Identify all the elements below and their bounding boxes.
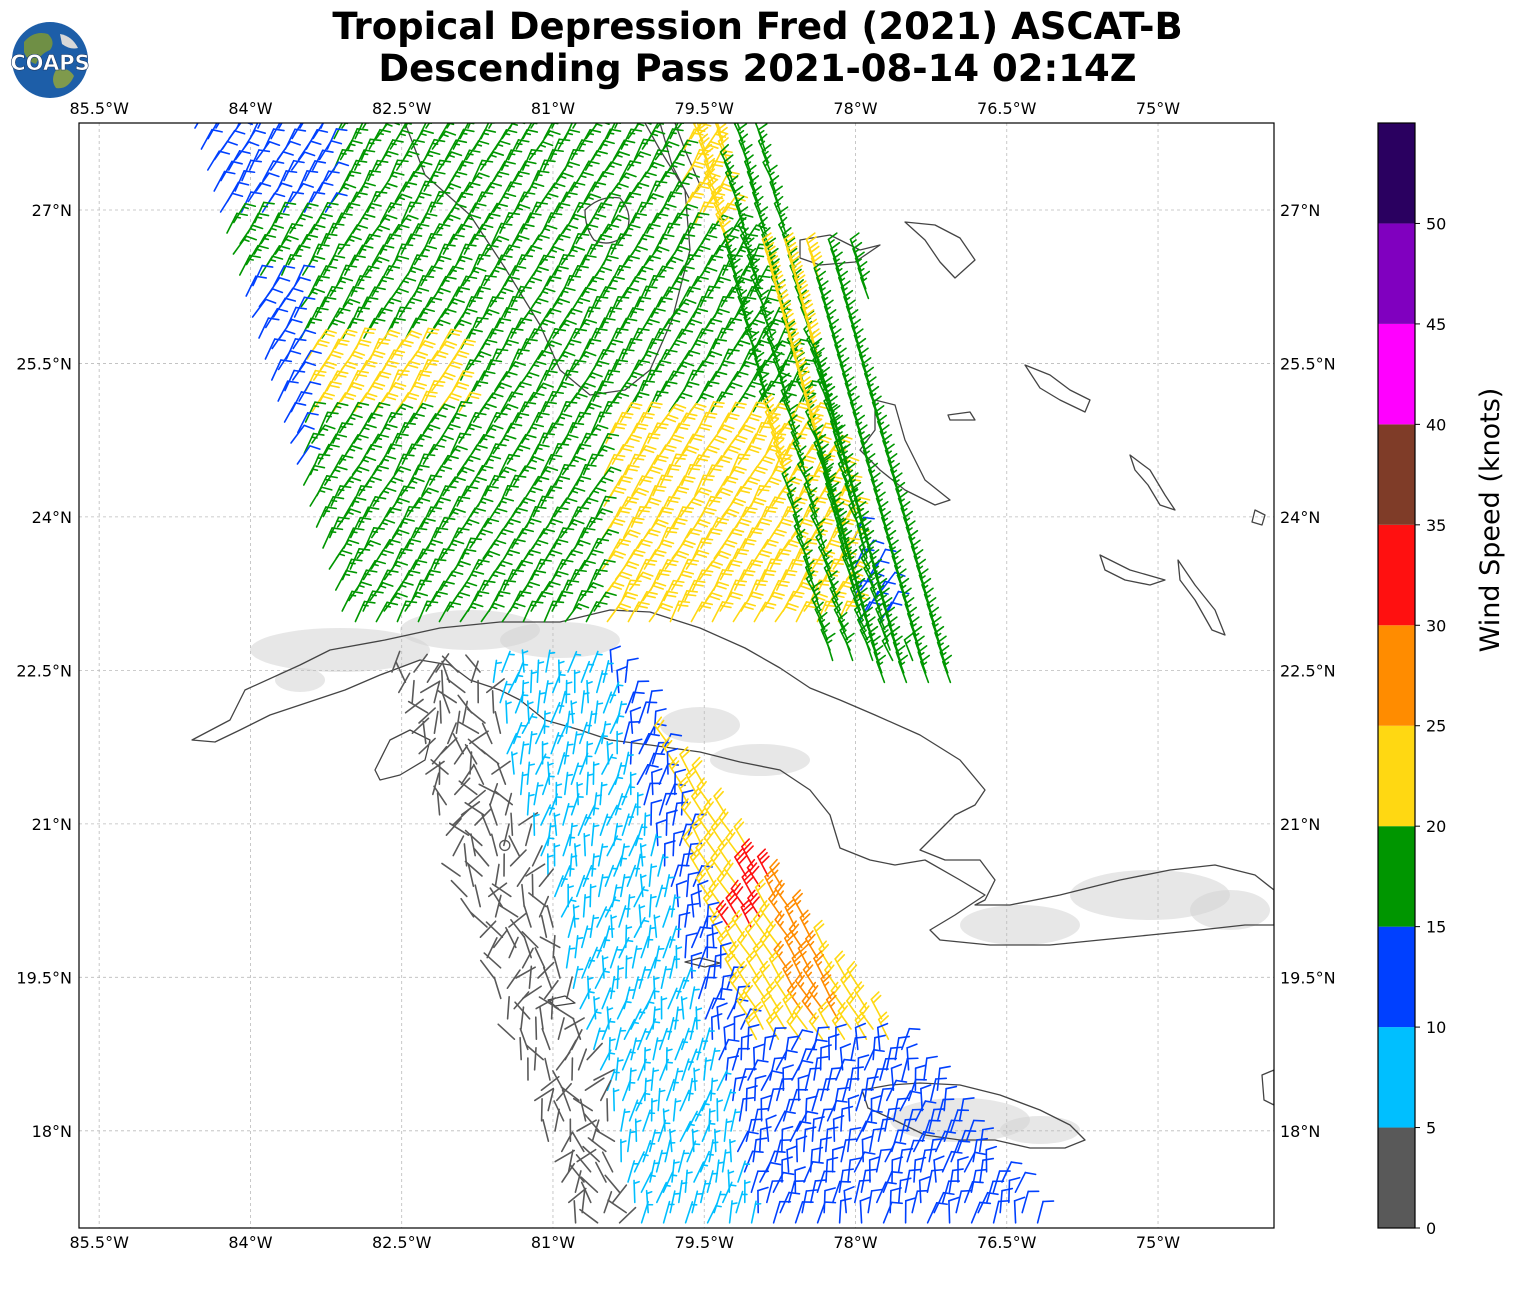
lon-tick-label: 79.5°W (675, 1233, 735, 1252)
wind-barb (442, 670, 443, 692)
terrain-patch (1190, 890, 1270, 930)
colorbar-tick-label: 25 (1426, 717, 1446, 736)
wind-barb (607, 1099, 608, 1121)
colorbar-tick-label: 5 (1426, 1119, 1436, 1138)
wind-barb (440, 701, 441, 723)
terrain-patch (960, 905, 1080, 945)
colorbar-bin (1378, 927, 1415, 1027)
terrain-patch (500, 622, 620, 658)
lon-tick-label: 78°W (833, 1233, 877, 1252)
lat-tick-label: 27°N (32, 201, 72, 220)
lon-tick-label: 79.5°W (675, 99, 735, 118)
colorbar-bin (1378, 324, 1415, 424)
colorbar-bin (1378, 826, 1415, 926)
wind-barb (520, 1038, 521, 1060)
wind-barb (536, 1017, 537, 1039)
logo-text: COAPS (10, 51, 89, 75)
wind-barb (552, 997, 553, 1019)
lat-tick-label: 18°N (1280, 1122, 1320, 1141)
colorbar-tick-label: 10 (1426, 1018, 1446, 1037)
lat-tick-label: 22.5°N (1280, 661, 1336, 680)
colorbar-tick-label: 30 (1426, 616, 1446, 635)
terrain-patch (710, 744, 810, 776)
lon-tick-label: 81°W (531, 1233, 575, 1252)
lon-tick-label: 76.5°W (977, 99, 1037, 118)
lat-tick-label: 24°N (32, 508, 72, 527)
title-line-2: Descending Pass 2021-08-14 02:14Z (180, 48, 1335, 90)
colorbar-bin (1378, 726, 1415, 826)
colorbar-bin (1378, 123, 1415, 223)
terrain-patch (660, 707, 740, 743)
lon-tick-label: 84°W (228, 99, 272, 118)
lat-tick-label: 18°N (32, 1122, 72, 1141)
lon-tick-label: 75°W (1136, 1233, 1180, 1252)
lon-tick-label: 81°W (531, 99, 575, 118)
globe-logo-icon: COAPS (10, 20, 90, 100)
colorbar-tick-label: 0 (1426, 1219, 1436, 1238)
lat-tick-label: 19.5°N (1280, 968, 1336, 987)
colorbar-tick-label: 40 (1426, 415, 1446, 434)
lat-tick-label: 25.5°N (1280, 354, 1336, 373)
colorbar-bin (1378, 1128, 1415, 1228)
lat-tick-label: 25.5°N (16, 354, 72, 373)
colorbar-bin (1378, 424, 1415, 524)
lon-tick-label: 78°W (833, 99, 877, 118)
wind-barb (493, 691, 494, 713)
lat-tick-label: 24°N (1280, 508, 1320, 527)
colorbar-tick-label: 45 (1426, 315, 1446, 334)
terrain-patch (1000, 1116, 1080, 1144)
colorbar-bin (1378, 525, 1415, 625)
lon-tick-label: 85.5°W (69, 99, 129, 118)
lon-tick-label: 75°W (1136, 99, 1180, 118)
lon-tick-label: 82.5°W (372, 99, 432, 118)
colorbar-bin (1378, 625, 1415, 725)
colorbar-tick-label: 20 (1426, 817, 1446, 836)
colorbar: 0 5 10 15 20 25 30 35 40 45 50 (1378, 123, 1446, 1238)
colorbar-tick-label: 50 (1426, 214, 1446, 233)
lon-tick-label: 82.5°W (372, 1233, 432, 1252)
lat-tick-label: 21°N (32, 815, 72, 834)
lat-tick-label: 19.5°N (16, 968, 72, 987)
figure-canvas: 85.5°W 85.5°W 84°W 84°W 82.5°W 82.5°W 81°W 81°W… (0, 0, 1515, 1264)
lat-tick-label: 27°N (1280, 201, 1320, 220)
colorbar-bin (1378, 1027, 1415, 1127)
lat-tick-label: 21°N (1280, 815, 1320, 834)
lon-tick-label: 85.5°W (69, 1233, 129, 1252)
colorbar-bin (1378, 223, 1415, 323)
title-line-1: Tropical Depression Fred (2021) ASCAT-B (180, 6, 1335, 48)
colorbar-label: Wind Speed (knots) (1469, 290, 1509, 1290)
lon-tick-label: 76.5°W (977, 1233, 1037, 1252)
colorbar-tick-label: 35 (1426, 516, 1446, 535)
lat-tick-label: 22.5°N (16, 661, 72, 680)
lon-tick-label: 84°W (228, 1233, 272, 1252)
colorbar-tick-label: 15 (1426, 918, 1446, 937)
terrain-patch (275, 668, 325, 692)
figure-title: Tropical Depression Fred (2021) ASCAT-B … (180, 6, 1335, 90)
